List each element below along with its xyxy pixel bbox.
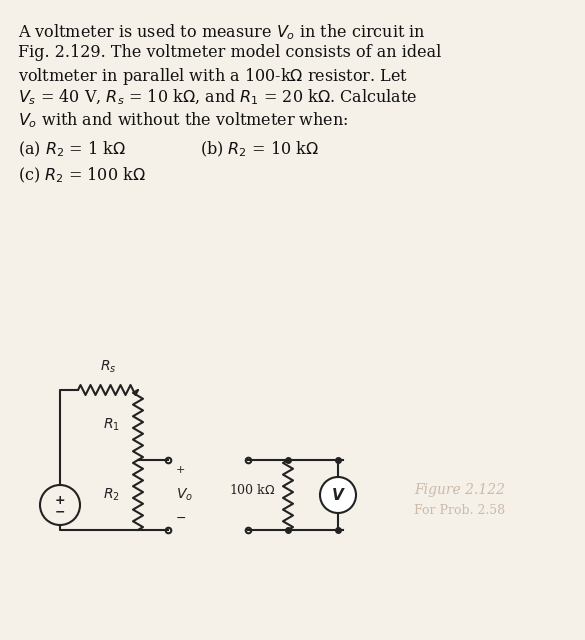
Text: 100 k$\Omega$: 100 k$\Omega$: [229, 483, 276, 497]
Text: $V_o$: $V_o$: [176, 487, 193, 503]
Text: A voltmeter is used to measure $V_o$ in the circuit in: A voltmeter is used to measure $V_o$ in …: [18, 22, 426, 42]
Text: voltmeter in parallel with a 100-k$\Omega$ resistor. Let: voltmeter in parallel with a 100-k$\Omeg…: [18, 66, 408, 87]
Circle shape: [320, 477, 356, 513]
Text: $V_s$ = 40 V, $R_s$ = 10 k$\Omega$, and $R_1$ = 20 k$\Omega$. Calculate: $V_s$ = 40 V, $R_s$ = 10 k$\Omega$, and …: [18, 88, 417, 108]
Text: $R_s$: $R_s$: [99, 358, 116, 375]
Text: V: V: [332, 488, 344, 502]
Text: For Prob. 2.58: For Prob. 2.58: [414, 504, 505, 516]
Text: $R_1$: $R_1$: [103, 417, 120, 433]
Text: −: −: [176, 512, 187, 525]
Text: Fig. 2.129. The voltmeter model consists of an ideal: Fig. 2.129. The voltmeter model consists…: [18, 44, 441, 61]
Text: $R_2$: $R_2$: [103, 487, 120, 503]
Text: +: +: [54, 493, 66, 506]
Text: −: −: [55, 506, 66, 518]
Text: Figure 2.122: Figure 2.122: [415, 483, 505, 497]
Text: (a) $R_2$ = 1 k$\Omega$: (a) $R_2$ = 1 k$\Omega$: [18, 140, 126, 159]
Text: +: +: [176, 465, 185, 475]
Text: $V_o$ with and without the voltmeter when:: $V_o$ with and without the voltmeter whe…: [18, 110, 349, 130]
Text: (c) $R_2$ = 100 k$\Omega$: (c) $R_2$ = 100 k$\Omega$: [18, 166, 146, 186]
Text: (b) $R_2$ = 10 k$\Omega$: (b) $R_2$ = 10 k$\Omega$: [200, 140, 319, 159]
